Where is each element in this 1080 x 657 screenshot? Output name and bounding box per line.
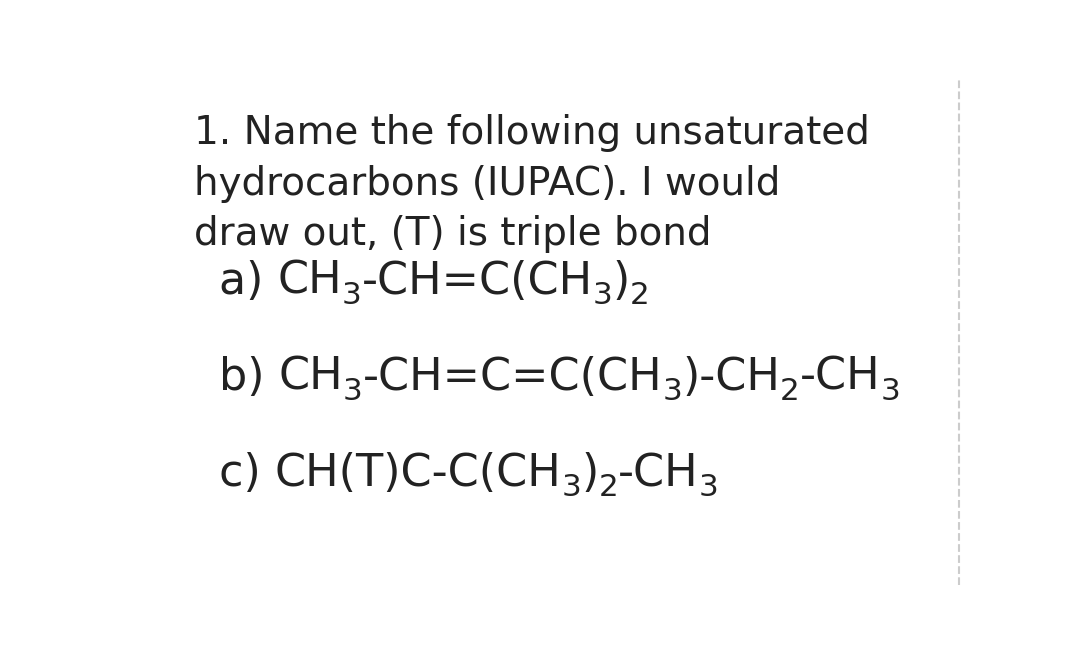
Text: b): b) [218, 356, 279, 399]
Text: 3: 3 [662, 377, 683, 406]
Text: ): ) [612, 260, 630, 303]
Text: 2: 2 [598, 473, 618, 502]
Text: 3: 3 [562, 473, 581, 502]
Text: 3: 3 [342, 281, 362, 310]
Text: -CH: -CH [618, 452, 699, 495]
Text: -CH: -CH [799, 356, 880, 399]
Text: 2: 2 [780, 377, 799, 406]
Text: )-CH: )-CH [683, 356, 780, 399]
Text: hydrocarbons (IUPAC). I would: hydrocarbons (IUPAC). I would [193, 165, 780, 203]
Text: ): ) [581, 452, 598, 495]
Text: 3: 3 [593, 281, 612, 310]
Text: -CH=C(CH: -CH=C(CH [362, 260, 593, 303]
Text: a): a) [218, 260, 278, 303]
Text: 1. Name the following unsaturated: 1. Name the following unsaturated [193, 114, 869, 152]
Text: 3: 3 [880, 377, 900, 406]
Text: CH: CH [279, 356, 343, 399]
Text: -CH=C=C(CH: -CH=C=C(CH [363, 356, 662, 399]
Text: CH(T)C-C(CH: CH(T)C-C(CH [274, 452, 562, 495]
Text: 3: 3 [343, 377, 363, 406]
Text: draw out, (T) is triple bond: draw out, (T) is triple bond [193, 215, 711, 254]
Text: CH: CH [278, 260, 342, 303]
Text: 2: 2 [630, 281, 649, 310]
Text: 3: 3 [699, 473, 718, 502]
Text: c): c) [218, 452, 274, 495]
